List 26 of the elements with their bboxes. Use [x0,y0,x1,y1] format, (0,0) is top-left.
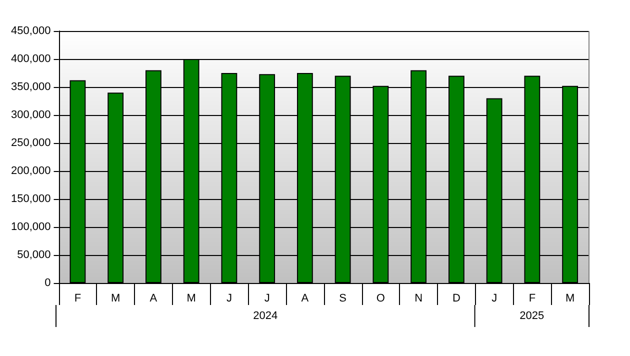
y-tick-label: 50,000 [17,249,51,261]
y-tick-label: 350,000 [10,81,51,93]
x-tick-label: A [150,292,158,304]
text: 2024 [253,310,278,322]
x-tick-label: N [414,292,423,304]
x-tick-label: J [226,292,232,304]
x-tick-label: M [110,292,120,304]
y-tick-label: 150,000 [10,193,51,205]
y-tick-label: 450,000 [10,25,51,37]
y-tick-label: 200,000 [10,165,51,177]
x-tick-label: S [339,292,346,304]
x-tick-label: O [376,292,386,304]
x-tick-label: F [528,292,536,304]
y-tick-label: 400,000 [10,53,51,65]
x-tick-label: F [74,292,82,304]
y-tick-label: 0 [44,277,51,289]
x-tick-label: D [452,292,460,304]
x-tick-label: J [492,292,498,304]
y-tick-label: 100,000 [10,221,51,233]
x-tick-label: M [565,292,575,304]
x-tick-label: A [301,292,310,304]
x-tick-label: J [264,292,270,304]
text: 2025 [520,310,544,322]
y-tick-label: 250,000 [10,137,51,149]
y-tick-label: 300,000 [10,109,51,121]
x-tick-label: M [186,292,196,304]
